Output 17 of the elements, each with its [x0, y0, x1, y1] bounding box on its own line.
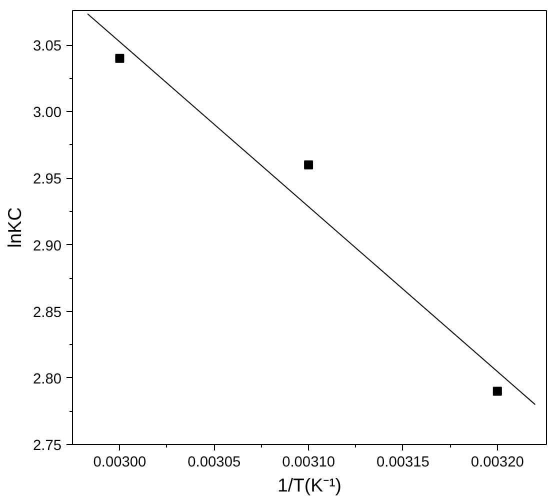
- y-tick-label: 2.90: [32, 238, 62, 254]
- y-tick-label: 3.05: [32, 38, 62, 55]
- point: [304, 160, 314, 170]
- x-tick-label: 0.00300: [93, 454, 146, 470]
- x-tick-label: 0.00310: [282, 454, 336, 470]
- x-tick-label: 0.00315: [376, 454, 430, 470]
- point: [492, 386, 502, 396]
- x-tick-label: 0.00320: [470, 454, 524, 470]
- y-tick-label: 3.00: [32, 105, 62, 122]
- x-tick-label: 0.00305: [188, 454, 241, 470]
- point: [115, 54, 124, 63]
- y-tick-label: 2.80: [32, 371, 62, 388]
- y-tick-label: 2.95: [32, 172, 62, 188]
- y-tick-label: 2.85: [32, 304, 62, 321]
- y-axis-title: lnKC: [4, 207, 25, 248]
- x-axis-title: 1/T(K⁻¹): [277, 474, 342, 496]
- y-tick-label: 2.75: [32, 438, 62, 454]
